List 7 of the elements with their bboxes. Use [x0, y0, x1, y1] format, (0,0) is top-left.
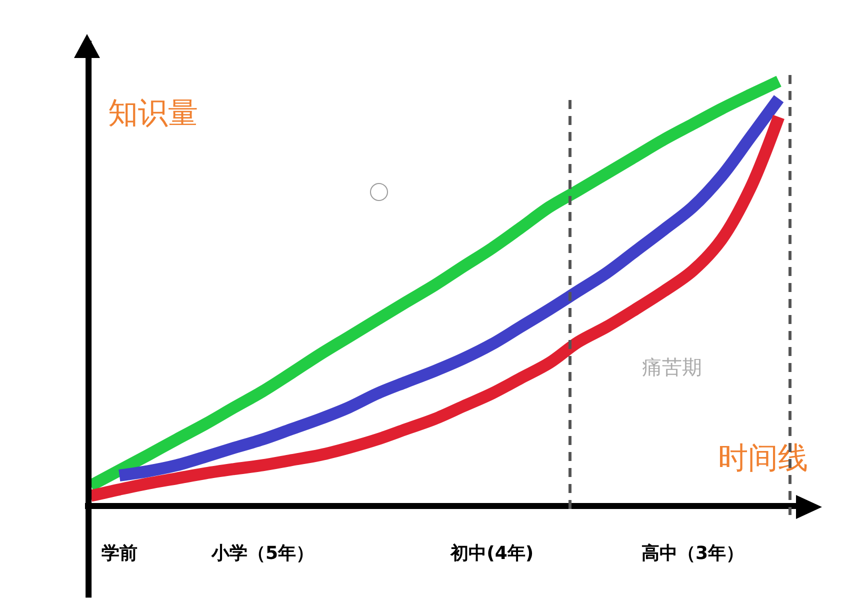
x-axis-title: 时间线 [718, 441, 808, 476]
annotation: 痛苦期 [642, 355, 702, 379]
x-tick-label: 高中（3年） [642, 543, 744, 564]
x-tick-label: 学前 [101, 543, 138, 564]
x-tick-label: 初中(4年) [450, 543, 534, 564]
x-tick-label: 小学（5年） [210, 543, 314, 564]
y-axis-title: 知识量 [108, 96, 198, 131]
